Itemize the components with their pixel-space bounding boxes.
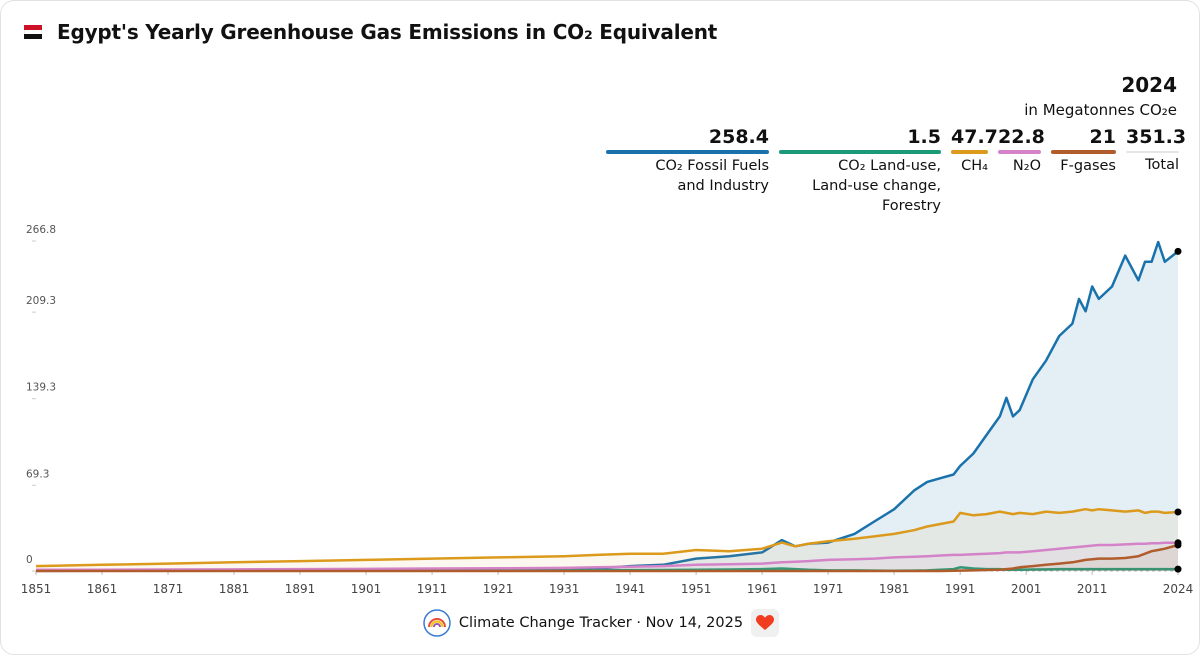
x-tick-label: 1961 bbox=[747, 582, 778, 596]
unit-label: in Megatonnes CO₂e bbox=[1024, 101, 1177, 119]
x-tick-label: 1931 bbox=[549, 582, 580, 596]
legend-swatch bbox=[779, 150, 941, 154]
legend-value: 21 bbox=[1089, 126, 1116, 148]
series-area bbox=[36, 542, 1178, 571]
legend-swatch bbox=[1051, 150, 1116, 154]
x-tick-label: 1861 bbox=[87, 582, 118, 596]
legend-label: F-gases bbox=[1060, 158, 1116, 174]
end-dot bbox=[1174, 508, 1182, 516]
x-tick-label: 1901 bbox=[351, 582, 382, 596]
y-tick-label: 69.3 bbox=[26, 468, 49, 480]
legend-swatch bbox=[1126, 151, 1179, 153]
footer: Climate Change Tracker · Nov 14, 2025 bbox=[1, 609, 1200, 637]
end-dot bbox=[1174, 541, 1182, 549]
series-line bbox=[35, 507, 1179, 568]
legend-label: CO₂ Land-use, Land-use change, Forestry bbox=[812, 158, 941, 214]
legend-value: 258.4 bbox=[708, 126, 769, 148]
legend-value: 1.5 bbox=[907, 126, 941, 148]
series-area bbox=[36, 242, 1178, 571]
legend-label: CO₂ Fossil Fuels and Industry bbox=[655, 158, 769, 194]
chart-title: Egypt's Yearly Greenhouse Gas Emissions … bbox=[57, 20, 718, 44]
x-tick-label: 1951 bbox=[681, 582, 712, 596]
legend-swatch bbox=[606, 150, 769, 154]
series-area bbox=[36, 545, 1178, 571]
y-tick-label: 0 bbox=[26, 554, 33, 566]
flag-icon bbox=[24, 25, 42, 39]
legend-label: CH₄ bbox=[961, 158, 988, 174]
y-tick-label: 209.3 bbox=[26, 295, 56, 307]
y-tick-label: 139.3 bbox=[26, 382, 56, 394]
x-tick-label: 2001 bbox=[1011, 582, 1042, 596]
legend-item: 1.5 CO₂ Land-use, Land-use change, Forest… bbox=[779, 125, 941, 216]
series-area bbox=[36, 509, 1178, 571]
legend-value: 22.8 bbox=[998, 126, 1045, 148]
legend-swatch bbox=[998, 150, 1041, 154]
x-tick-label: 1941 bbox=[615, 582, 646, 596]
legend-item: 21 F-gases bbox=[1051, 125, 1116, 176]
heart-icon bbox=[756, 615, 775, 630]
x-tick-label: 1981 bbox=[879, 582, 910, 596]
x-tick-label: 1871 bbox=[153, 582, 184, 596]
x-tick-label: 1971 bbox=[813, 582, 844, 596]
end-dot bbox=[1174, 565, 1182, 573]
total-value: 351.3 bbox=[1126, 126, 1187, 148]
y-tick-label: 266.8 bbox=[26, 224, 56, 236]
legend-swatch bbox=[951, 150, 988, 154]
x-tick-label: 1991 bbox=[945, 582, 976, 596]
series-line bbox=[36, 543, 1179, 573]
x-tick-label: 1921 bbox=[483, 582, 514, 596]
legend-item: 47.7 CH₄ bbox=[951, 125, 998, 176]
x-tick-label: 1881 bbox=[219, 582, 250, 596]
x-tick-label: 2024 bbox=[1163, 582, 1194, 596]
end-dot bbox=[1174, 247, 1182, 255]
legend-year: 2024 bbox=[1121, 73, 1177, 97]
series-line bbox=[36, 541, 1178, 572]
x-tick-label: 2011 bbox=[1077, 582, 1108, 596]
total-label: Total bbox=[1145, 157, 1179, 173]
legend-item: 22.8 N₂O bbox=[998, 125, 1045, 176]
x-tick-label: 1911 bbox=[417, 582, 448, 596]
legend-value: 47.7 bbox=[951, 126, 998, 148]
plot: 0 69.3 139.3 209.3 266.8 1851 1861 1871 1881 1891… bbox=[21, 224, 1194, 596]
logo bbox=[423, 609, 451, 637]
legend-item: 351.3 Total bbox=[1126, 125, 1187, 175]
like-button[interactable] bbox=[751, 609, 780, 637]
legend-item: 258.4 CO₂ Fossil Fuels and Industry bbox=[606, 125, 769, 196]
x-tick-label: 1891 bbox=[285, 582, 316, 596]
x-tick-label: 1851 bbox=[21, 582, 52, 596]
footer-text: Climate Change Tracker · Nov 14, 2025 bbox=[458, 615, 744, 631]
legend-label: N₂O bbox=[1012, 158, 1041, 174]
